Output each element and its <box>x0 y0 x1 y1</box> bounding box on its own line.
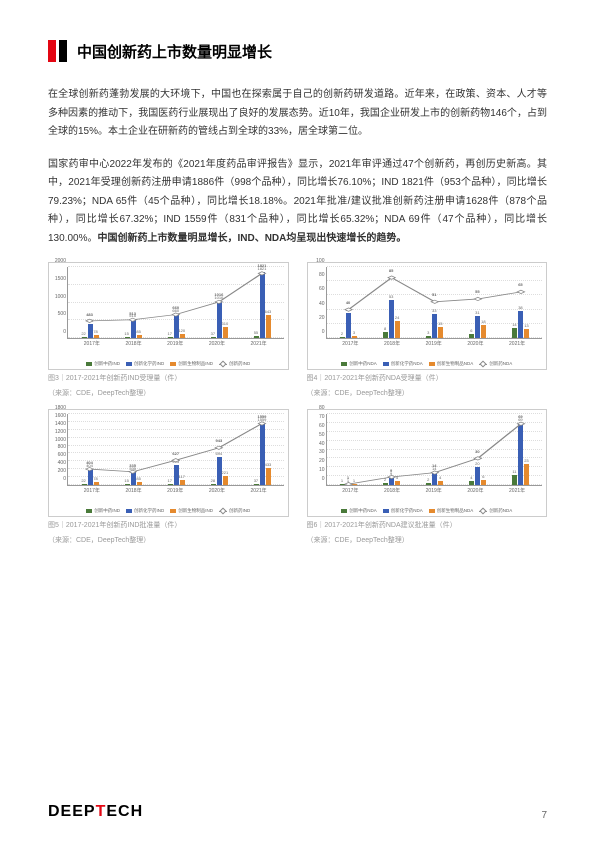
chart-cell: 0500100015002000224037815515851766012037… <box>48 262 289 399</box>
paragraph-2-text: 国家药审中心2022年发布的《2021年度药品审评报告》显示，2021年审评通过… <box>48 159 547 244</box>
chart-source: （来源：CDE，DeepTech整理） <box>48 536 289 547</box>
paragraph-2: 国家药审中心2022年发布的《2021年度药品审评报告》显示，2021年审评通过… <box>48 156 547 249</box>
paragraph-1: 在全球创新药蓬勃发展的大环境下，中国也在探索属于自己的创新药研发道路。近年来，在… <box>48 86 547 142</box>
chart-cell: 0102030405060708011129521444206116923191… <box>307 409 548 546</box>
chart-source: （来源：CDE，DeepTech整理） <box>307 536 548 547</box>
paragraph-2-bold: 中国创新药上市数量明显增长，IND、NDA均呈现出快速增长的趋势。 <box>97 233 406 244</box>
brand-logo: DEEPTECH <box>48 803 143 821</box>
chart-source: （来源：CDE，DeepTech整理） <box>48 389 289 400</box>
chart-box: 0102030405060708011129521444206116923191… <box>307 409 548 517</box>
chart-plot-area: 0200400600800100012001400160018002240478… <box>67 414 284 486</box>
accent-bar-black <box>59 40 67 62</box>
chart-legend: 创新中药IND创新化学药IND创新生物制品IND创新药IND <box>49 508 288 514</box>
chart-caption: 图4｜2017-2021年创新药NDA受理量（件） <box>307 374 548 385</box>
chart-legend: 创新中药NDA创新化学药NDA创新生物制品NDA创新药NDA <box>308 508 547 514</box>
chart-caption: 图5｜2017-2021年创新药IND批准量（件） <box>48 521 289 532</box>
chart-source: （来源：CDE，DeepTech整理） <box>307 389 548 400</box>
page-number: 7 <box>541 810 547 821</box>
section-header: 中国创新药上市数量明显增长 <box>48 40 547 62</box>
logo-part-1: DEEP <box>48 803 96 820</box>
chart-plot-area: 0102030405060708011129521444206116923191… <box>326 414 543 486</box>
chart-box: 0204060801002353853243331563118143813408… <box>307 262 548 370</box>
chart-plot-area: 0500100015002000224037815515851766012037… <box>67 267 284 339</box>
chart-legend: 创新中药IND创新化学药IND创新生物制品IND创新药IND <box>49 361 288 367</box>
section-title: 中国创新药上市数量明显增长 <box>77 41 272 62</box>
chart-cell: 0200400600800100012001400160018002240478… <box>48 409 289 546</box>
page-footer: DEEPTECH 7 <box>48 803 547 821</box>
logo-accent: T <box>96 803 107 820</box>
charts-grid: 0500100015002000224037815515851766012037… <box>48 262 547 546</box>
chart-plot-area: 0204060801002353853243331563118143813408… <box>326 267 543 339</box>
logo-part-3: ECH <box>106 803 143 820</box>
chart-box: 0200400600800100012001400160018002240478… <box>48 409 289 517</box>
accent-bar-red <box>48 40 56 62</box>
chart-legend: 创新中药NDA创新化学药NDA创新生物制品NDA创新药NDA <box>308 361 547 367</box>
chart-caption: 图6｜2017-2021年创新药NDA建议批准量（件） <box>307 521 548 532</box>
chart-caption: 图3｜2017-2021年创新药IND受理量（件） <box>48 374 289 385</box>
chart-cell: 0204060801002353853243331563118143813408… <box>307 262 548 399</box>
chart-box: 0500100015002000224037815515851766012037… <box>48 262 289 370</box>
